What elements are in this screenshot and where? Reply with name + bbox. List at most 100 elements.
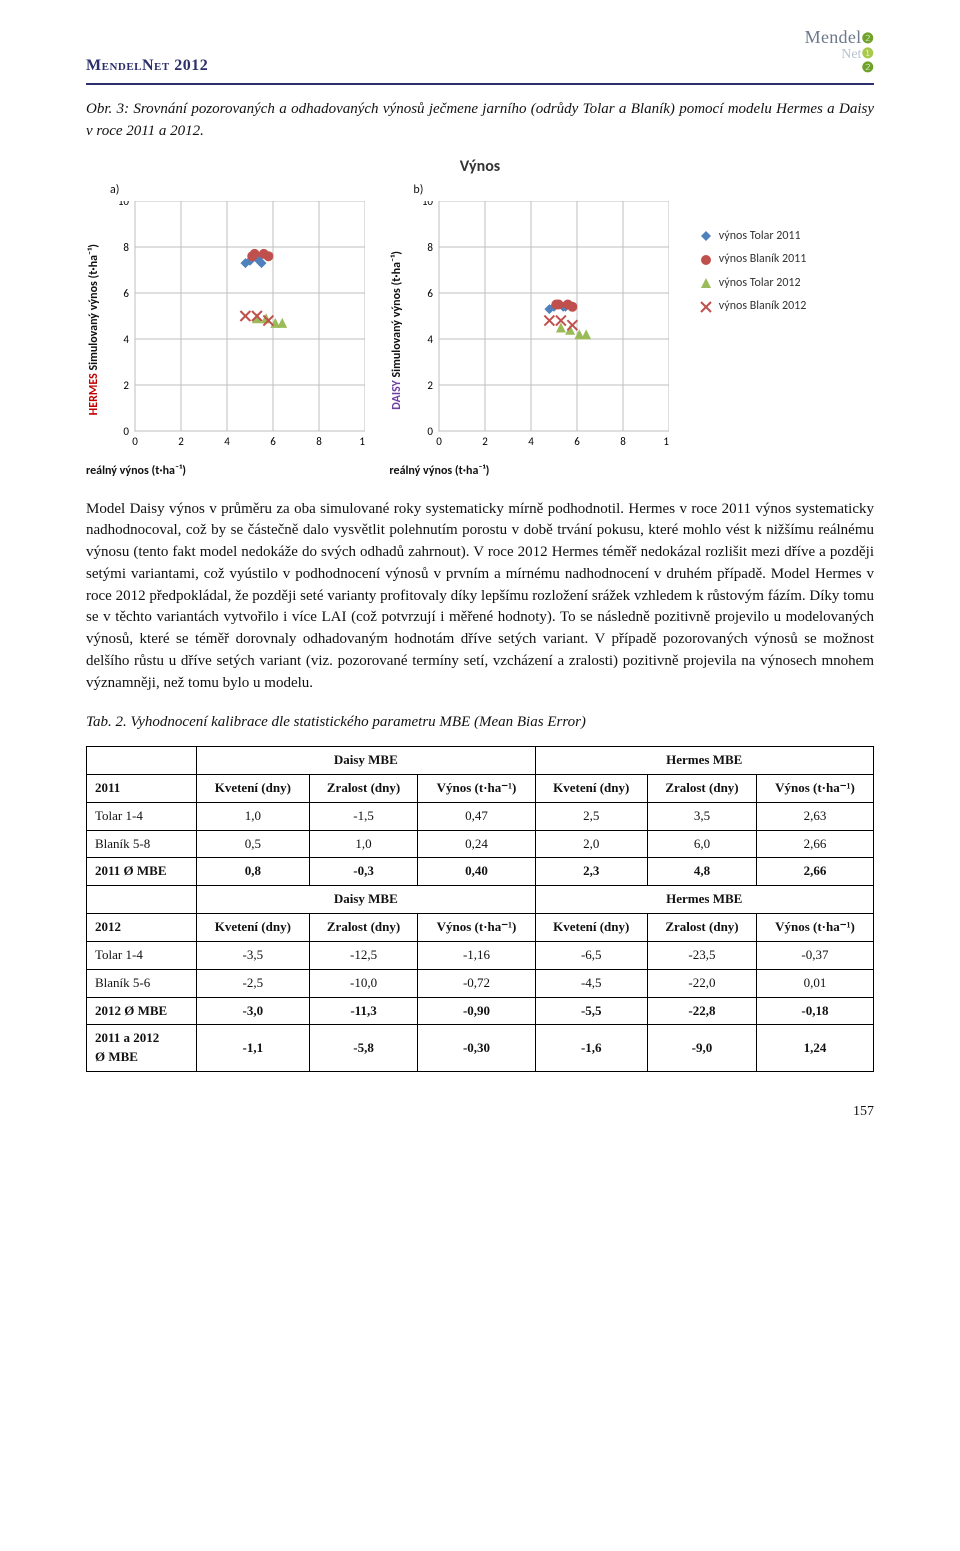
svg-text:10: 10 — [422, 201, 434, 208]
ylabel-b-model: DAISY — [390, 380, 404, 409]
rowhead: 2011 Ø MBE — [87, 858, 197, 886]
rowhead: 2011 a 2012Ø MBE — [87, 1025, 197, 1072]
table-caption: Tab. 2. Vyhodnocení kalibrace dle statis… — [86, 712, 874, 734]
col-3: Kvetení (dny) — [535, 914, 648, 942]
scatter-plot-a: 00224466881010 — [107, 201, 365, 459]
legend-item-tolar2011: výnos Tolar 2011 — [699, 228, 807, 245]
rowhead: Blaník 5-6 — [87, 969, 197, 997]
svg-text:6: 6 — [427, 287, 433, 300]
cell: -1,16 — [418, 941, 535, 969]
header-group-row-2: Daisy MBEHermes MBE — [87, 886, 874, 914]
mbe-table: Daisy MBEHermes MBE2011Kvetení (dny)Zral… — [86, 746, 874, 1072]
legend-label: výnos Blaník 2012 — [719, 298, 807, 315]
year-2012: 2012 — [87, 914, 197, 942]
col-1: Zralost (dny) — [309, 774, 418, 802]
cell: -5,5 — [535, 997, 648, 1025]
cell: -1,1 — [197, 1025, 310, 1072]
logo-dot-1: ❶ — [861, 47, 874, 62]
col-3: Kvetení (dny) — [535, 774, 648, 802]
cell: 0,40 — [418, 858, 535, 886]
col-4: Zralost (dny) — [648, 914, 757, 942]
svg-text:2: 2 — [482, 435, 488, 448]
svg-text:2: 2 — [427, 379, 433, 392]
cell: -4,5 — [535, 969, 648, 997]
svg-text:10: 10 — [118, 201, 130, 208]
blank-corner — [87, 747, 197, 775]
cell: -9,0 — [648, 1025, 757, 1072]
group-hermes: Hermes MBE — [535, 886, 874, 914]
cell: -22,0 — [648, 969, 757, 997]
cell: 0,24 — [418, 830, 535, 858]
cell: 4,8 — [648, 858, 757, 886]
scatter-plot-b: 00224466881010 — [411, 201, 669, 459]
header-rule — [86, 83, 874, 85]
svg-text:2: 2 — [124, 379, 130, 392]
figure-yield-scatter: Výnos a) HERMES Simulovaný výnos (t·ha⁻¹… — [86, 155, 874, 481]
cell: 1,0 — [309, 830, 418, 858]
header-group-row: Daisy MBEHermes MBE — [87, 747, 874, 775]
svg-text:6: 6 — [574, 435, 580, 448]
legend-label: výnos Blaník 2011 — [719, 251, 807, 268]
legend-label: výnos Tolar 2012 — [719, 275, 801, 292]
svg-text:4: 4 — [528, 435, 534, 448]
avg-2011: 2011 Ø MBE0,8-0,30,402,34,82,66 — [87, 858, 874, 886]
body-paragraph-1: Model Daisy výnos v průměru za oba simul… — [86, 499, 874, 695]
ylabel-b-text: Simulovaný výnos (t·ha⁻¹) — [390, 251, 404, 378]
cell: -1,5 — [309, 802, 418, 830]
table-row: Tolar 1-41,0-1,50,472,53,52,63 — [87, 802, 874, 830]
page-number: 157 — [86, 1102, 874, 1122]
cell: -1,6 — [535, 1025, 648, 1072]
xlabel-b: reálný výnos (t·ha⁻¹) — [389, 463, 668, 480]
legend-swatch-icon — [699, 300, 713, 314]
logo-line2a: Net — [841, 47, 861, 62]
header-cols-2011: 2011Kvetení (dny)Zralost (dny)Výnos (t·h… — [87, 774, 874, 802]
cell: -2,5 — [197, 969, 310, 997]
svg-text:0: 0 — [427, 425, 433, 438]
cell: -0,90 — [418, 997, 535, 1025]
svg-text:10: 10 — [663, 435, 669, 448]
figure-title: Výnos — [86, 155, 874, 178]
rowhead: Tolar 1-4 — [87, 802, 197, 830]
cell: 1,0 — [197, 802, 310, 830]
cell: 2,0 — [535, 830, 648, 858]
cell: -6,5 — [535, 941, 648, 969]
panel-b-letter: b) — [389, 182, 668, 199]
svg-text:8: 8 — [620, 435, 626, 448]
ylabel-a-text: Simulovaný výnos (t·ha⁻¹) — [87, 244, 101, 371]
cell: -0,72 — [418, 969, 535, 997]
cell: -0,37 — [756, 941, 873, 969]
svg-text:0: 0 — [133, 435, 139, 448]
cell: -3,0 — [197, 997, 310, 1025]
group-hermes: Hermes MBE — [535, 747, 874, 775]
svg-text:10: 10 — [360, 435, 366, 448]
cell: 2,66 — [756, 830, 873, 858]
col-2: Výnos (t·ha⁻¹) — [418, 774, 535, 802]
legend-swatch-icon — [699, 276, 713, 290]
table-row: Blaník 5-6-2,5-10,0-0,72-4,5-22,00,01 — [87, 969, 874, 997]
svg-text:4: 4 — [225, 435, 231, 448]
logo: Mendel❷ Net❶ ❷ — [805, 28, 874, 77]
rowhead: Tolar 1-4 — [87, 941, 197, 969]
legend-swatch-icon — [699, 253, 713, 267]
legend-item-blanik2012: výnos Blaník 2012 — [699, 298, 807, 315]
col-5: Výnos (t·ha⁻¹) — [756, 774, 873, 802]
svg-text:8: 8 — [124, 241, 130, 254]
figure-caption: Obr. 3: Srovnání pozorovaných a odhadova… — [86, 99, 874, 143]
cell: 0,5 — [197, 830, 310, 858]
logo-dot-2b: ❷ — [861, 61, 874, 76]
svg-text:6: 6 — [124, 287, 130, 300]
col-5: Výnos (t·ha⁻¹) — [756, 914, 873, 942]
svg-text:8: 8 — [317, 435, 323, 448]
header-cols-2012: 2012Kvetení (dny)Zralost (dny)Výnos (t·h… — [87, 914, 874, 942]
svg-text:4: 4 — [427, 333, 433, 346]
cell: 0,01 — [756, 969, 873, 997]
chart-panel-b: b) DAISY Simulovaný výnos (t·ha⁻¹) 00224… — [389, 182, 668, 481]
table-row: Blaník 5-80,51,00,242,06,02,66 — [87, 830, 874, 858]
logo-line1a: Mendel — [805, 27, 862, 47]
col-1: Zralost (dny) — [309, 914, 418, 942]
table-row: Tolar 1-4-3,5-12,5-1,16-6,5-23,5-0,37 — [87, 941, 874, 969]
group-daisy: Daisy MBE — [197, 747, 535, 775]
cell: -0,30 — [418, 1025, 535, 1072]
svg-text:4: 4 — [124, 333, 130, 346]
cell: 3,5 — [648, 802, 757, 830]
